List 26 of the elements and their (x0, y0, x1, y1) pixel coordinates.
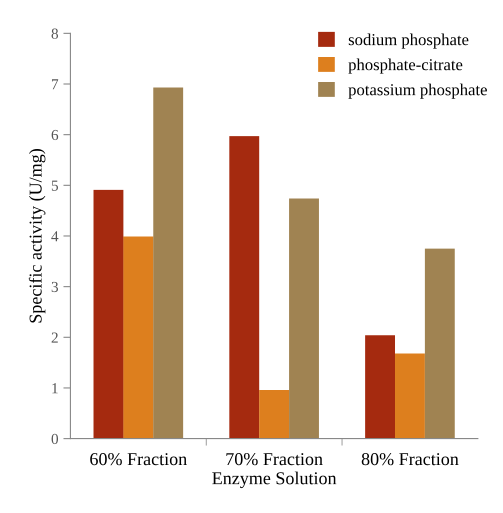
bar (395, 354, 425, 439)
bar (123, 236, 154, 439)
bar (259, 390, 290, 439)
bar (153, 88, 184, 439)
bar (94, 190, 124, 439)
bar (229, 136, 260, 439)
legend-label: phosphate-citrate (348, 58, 462, 74)
y-tick-label: 7 (52, 79, 58, 90)
y-tick-label: 8 (52, 28, 58, 39)
bar (289, 198, 319, 439)
legend-label: sodium phosphate (348, 34, 468, 49)
bar (365, 335, 396, 439)
x-axis-title: Enzyme Solution (212, 472, 336, 488)
y-tick-label: 2 (52, 332, 58, 343)
legend-label: potassium phosphate (348, 84, 487, 99)
y-tick-label: 6 (52, 130, 58, 140)
y-tick-label: 5 (52, 180, 58, 191)
x-tick-label: 80% Fraction (362, 453, 459, 466)
y-tick-label: 4 (51, 231, 58, 242)
bar (424, 248, 455, 439)
y-tick-label: 3 (52, 282, 58, 292)
y-tick-label: 0 (52, 434, 58, 444)
x-tick-label: 60% Fraction (90, 453, 187, 466)
y-tick-label: 1 (52, 383, 58, 394)
y-axis-title: Specific activity (U/mg) (28, 149, 46, 323)
x-tick-label: 70% Fraction (226, 453, 323, 466)
